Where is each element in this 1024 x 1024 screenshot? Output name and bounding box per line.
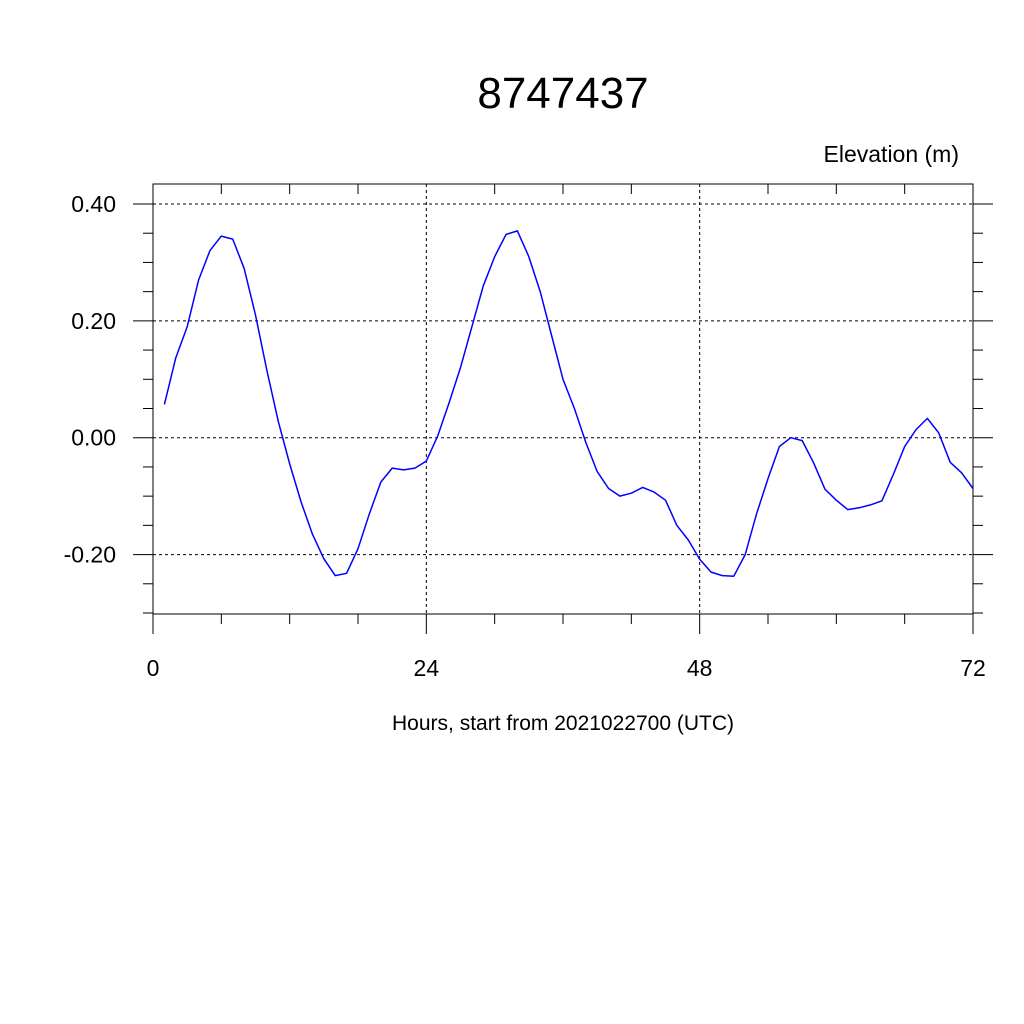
y-tick-label: 0.20: [71, 308, 116, 334]
y-axis-label: Elevation (m): [824, 141, 959, 167]
data-series: [163, 230, 974, 577]
x-tick-label: 48: [687, 655, 713, 681]
y-tick-label: 0.40: [71, 191, 116, 217]
y-tick-label: -0.20: [64, 542, 116, 568]
x-tick-label: 72: [960, 655, 986, 681]
tick-labels: 0.40 0.20 0.00 -0.20 0 24 48 72: [64, 191, 986, 681]
y-tick-label: 0.00: [71, 425, 116, 451]
series-line: [163, 230, 974, 577]
x-axis-label: Hours, start from 2021022700 (UTC): [392, 712, 734, 735]
tick-marks: [133, 184, 993, 634]
chart-title: 8747437: [477, 69, 648, 118]
plot-frame: [152, 183, 974, 615]
grid-lines: [153, 184, 973, 614]
x-tick-label: 0: [147, 655, 160, 681]
x-tick-label: 24: [414, 655, 440, 681]
